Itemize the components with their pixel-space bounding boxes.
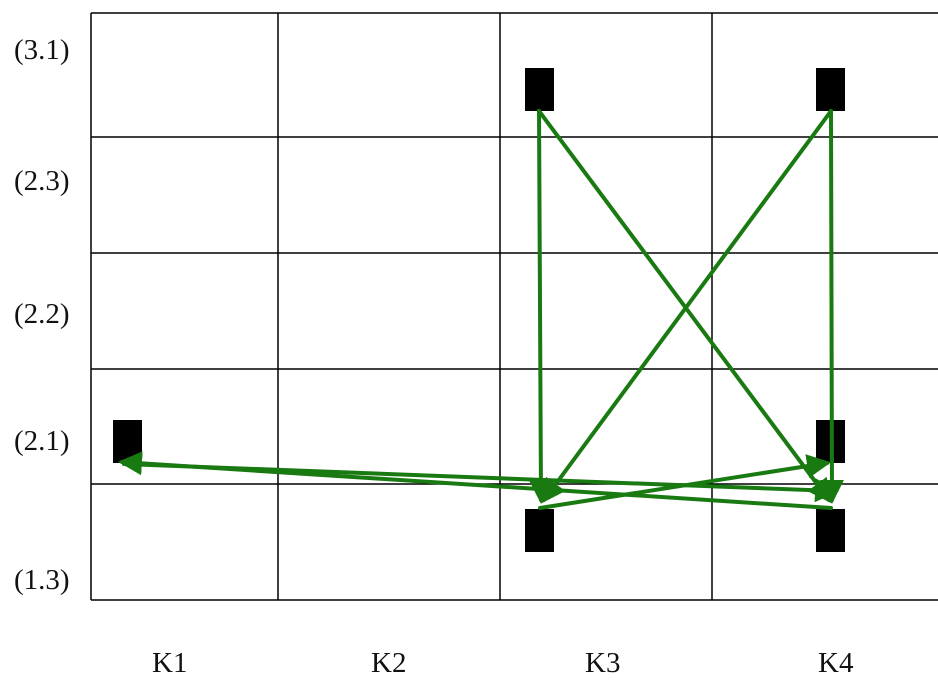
row-label-2-1: (2.1) [14, 425, 70, 457]
column-labels: K1 K2 K3 K4 [152, 647, 854, 679]
arrow-k3-3-1-to-k4-1-3 [537, 109, 832, 504]
node-k3-3-1 [525, 68, 554, 111]
grid [90, 12, 938, 601]
row-labels: (3.1) (2.3) (2.2) (2.1) (1.3) [14, 34, 70, 596]
node-k4-3-1 [816, 68, 845, 111]
node-k4-1-3 [816, 509, 845, 552]
node-k1-2-1 [113, 420, 142, 463]
column-label-k3: K3 [585, 647, 620, 679]
arrow-k4-3-1-to-k4-1-3 [819, 109, 844, 504]
arrow-k3-3-1-to-k3-1-3 [528, 109, 553, 504]
arrow-k1-2-1-to-k4-1-3 [122, 462, 839, 503]
row-label-1-3: (1.3) [14, 564, 70, 596]
arrows [118, 109, 844, 510]
row-label-2-2: (2.2) [14, 298, 70, 330]
column-label-k4: K4 [818, 647, 854, 679]
node-k3-1-3 [525, 509, 554, 552]
column-label-k2: K2 [371, 647, 406, 679]
row-label-3-1: (3.1) [14, 34, 70, 66]
column-label-k1: K1 [152, 647, 187, 679]
row-label-2-3: (2.3) [14, 165, 70, 197]
arrow-k4-3-1-to-k3-1-3 [541, 109, 833, 504]
